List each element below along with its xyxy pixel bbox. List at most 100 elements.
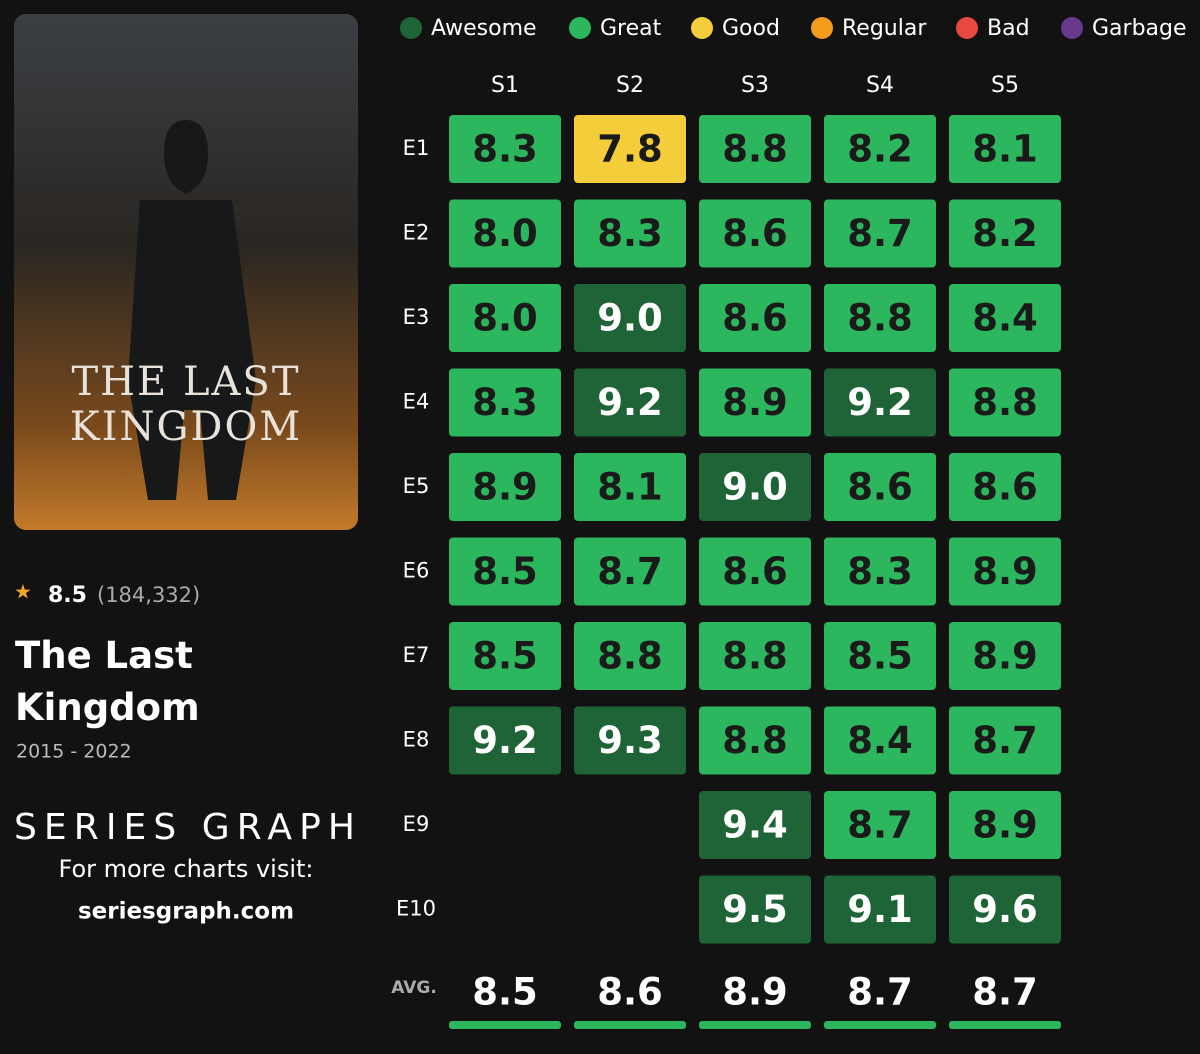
legend-label: Regular	[842, 16, 927, 41]
rating-label: 8.4	[972, 297, 1038, 340]
rating-cell	[449, 199, 561, 268]
legend-dot	[569, 17, 591, 39]
rating-cell	[449, 368, 561, 437]
rating-cell	[574, 199, 686, 268]
rating-label: 8.9	[972, 804, 1038, 847]
rating-label: 9.2	[472, 719, 538, 762]
rating-label: 9.6	[972, 888, 1038, 931]
row-label: E3	[403, 305, 430, 329]
rating-label: 8.8	[972, 381, 1038, 424]
star-icon: ★	[14, 580, 32, 604]
rating-cell	[824, 199, 936, 268]
average-title: AVG.	[391, 978, 437, 998]
rating-cell	[949, 284, 1061, 352]
rating-cell	[699, 368, 811, 437]
rating-label: 9.2	[847, 381, 913, 424]
rating-cell	[574, 115, 686, 183]
rating-label: 8.9	[972, 635, 1038, 678]
rating-label: 8.8	[597, 635, 663, 678]
column-label: S3	[741, 73, 769, 98]
rating-cell	[449, 706, 561, 775]
rating-label: 8.8	[722, 128, 788, 171]
tagline: For more charts visit:	[59, 855, 314, 883]
rating-cell	[949, 453, 1061, 521]
average-bar	[574, 1021, 686, 1029]
rating-label: 8.3	[472, 381, 538, 424]
rating-label: 7.8	[597, 128, 663, 171]
rating-cell	[949, 537, 1061, 606]
rating-label: 8.3	[597, 212, 663, 255]
rating-label: 8.8	[722, 719, 788, 762]
rating-label: 8.8	[847, 297, 913, 340]
rating-cell	[824, 791, 936, 859]
rating-label: 8.2	[847, 128, 913, 171]
row-label: E9	[403, 812, 430, 836]
rating-cell	[824, 537, 936, 606]
average-label: 8.7	[847, 971, 913, 1014]
column-label: S5	[991, 73, 1019, 98]
rating-label: 8.9	[472, 466, 538, 509]
legend-label: Bad	[987, 16, 1030, 41]
average-bar	[699, 1021, 811, 1029]
average-label: 8.9	[722, 971, 788, 1014]
rating-cell	[824, 284, 936, 352]
rating-cell	[699, 453, 811, 521]
legend-label: Good	[722, 16, 780, 41]
legend-dot	[1061, 17, 1083, 39]
poster-title: THE LAST	[71, 359, 300, 405]
row-label: E6	[403, 559, 430, 583]
row-label: E10	[396, 897, 436, 921]
average-bar	[824, 1021, 936, 1029]
rating-label: 8.3	[472, 128, 538, 171]
rating-cell	[949, 706, 1061, 775]
row-label: E4	[403, 390, 430, 414]
rating-cell	[449, 453, 561, 521]
legend-dot	[691, 17, 713, 39]
average-label: 8.7	[972, 971, 1038, 1014]
rating-label: 8.5	[847, 635, 913, 678]
url[interactable]: seriesgraph.com	[78, 899, 294, 925]
rating-cell	[699, 537, 811, 606]
legend-dot	[811, 17, 833, 39]
rating-cell	[949, 115, 1061, 183]
poster-figure	[128, 120, 256, 500]
rating-cell	[574, 368, 686, 437]
rating-cell	[574, 706, 686, 775]
rating-label: 8.1	[597, 466, 663, 509]
rating-label: 8.0	[472, 212, 538, 255]
rating-label: 9.1	[847, 888, 913, 931]
column-label: S2	[616, 73, 644, 98]
rating-label: 8.4	[847, 719, 913, 762]
rating-label: 9.2	[597, 381, 663, 424]
rating-label: 9.0	[722, 466, 788, 509]
rating-label: 8.6	[972, 466, 1038, 509]
rating-cell	[449, 622, 561, 690]
rating-cell	[699, 199, 811, 268]
rating-cell	[699, 284, 811, 352]
rating-cell	[449, 537, 561, 606]
row-label: E5	[403, 474, 430, 498]
rating-label: 8.7	[972, 719, 1038, 762]
average-label: 8.5	[472, 971, 538, 1014]
poster: THE LAST KINGDOM	[14, 14, 358, 530]
rating-label: 8.5	[472, 635, 538, 678]
rating-label: 8.0	[472, 297, 538, 340]
rating-label: 9.5	[722, 888, 788, 931]
rating: 8.5	[48, 583, 87, 608]
row-label: E2	[403, 221, 430, 245]
rating-cell	[699, 791, 811, 859]
rating-cell	[449, 115, 561, 183]
rating-cell	[824, 875, 936, 944]
rating-cell	[699, 706, 811, 775]
rating-cell	[699, 622, 811, 690]
rating-label: 9.3	[597, 719, 663, 762]
rating-cell	[699, 875, 811, 944]
rating-cell	[574, 622, 686, 690]
row-label: E8	[403, 728, 430, 752]
rating-label: 9.0	[597, 297, 663, 340]
rating-cell	[824, 115, 936, 183]
legend-dot	[956, 17, 978, 39]
average-bar	[449, 1021, 561, 1029]
